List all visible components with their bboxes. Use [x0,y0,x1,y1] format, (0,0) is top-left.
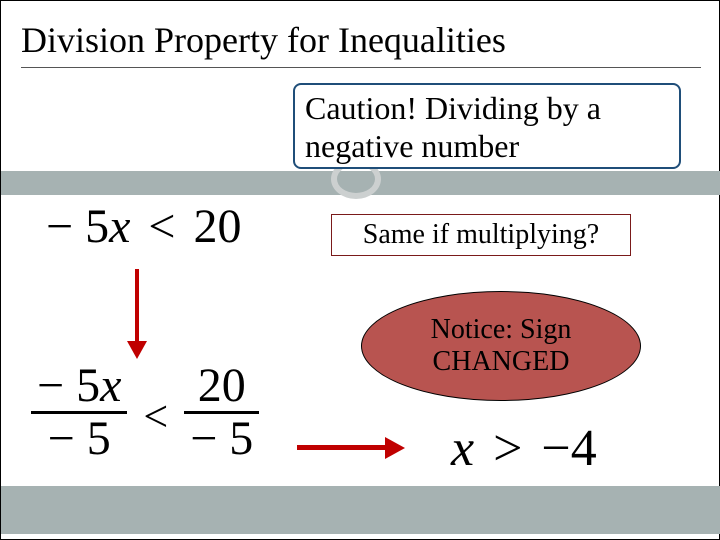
slide: Division Property for Inequalities Cauti… [0,0,720,540]
ineq1-rhs: 20 [193,200,241,253]
notice-callout: Notice: Sign CHANGED [361,291,641,401]
ineq2-op: < [139,391,172,442]
ineq1-op: < [142,200,181,253]
caution-callout: Caution! Dividing by a negative number [293,83,681,169]
decor-band-bottom [1,486,720,534]
result-op: > [487,420,528,477]
inequality-result: x > −4 [451,419,597,478]
same-callout: Same if multiplying? [331,214,631,256]
result-var: x [451,420,474,477]
page-title: Division Property for Inequalities [21,19,506,61]
arrow-down-icon [127,269,147,361]
notice-line-2: CHANGED [433,346,570,378]
result-rhs: −4 [541,420,596,477]
inequality-step-1: − 5x < 20 [46,199,241,254]
notice-line-1: Notice: Sign [431,314,572,346]
fraction-right: 20 − 5 [184,361,259,465]
fraction-left: − 5x − 5 [31,361,127,465]
ineq1-coef: − 5 [46,200,109,253]
inequality-step-2: − 5x − 5 < 20 − 5 [31,361,291,471]
arrow-right-icon [297,437,407,459]
title-underline [21,67,701,68]
ineq1-var: x [109,200,130,253]
